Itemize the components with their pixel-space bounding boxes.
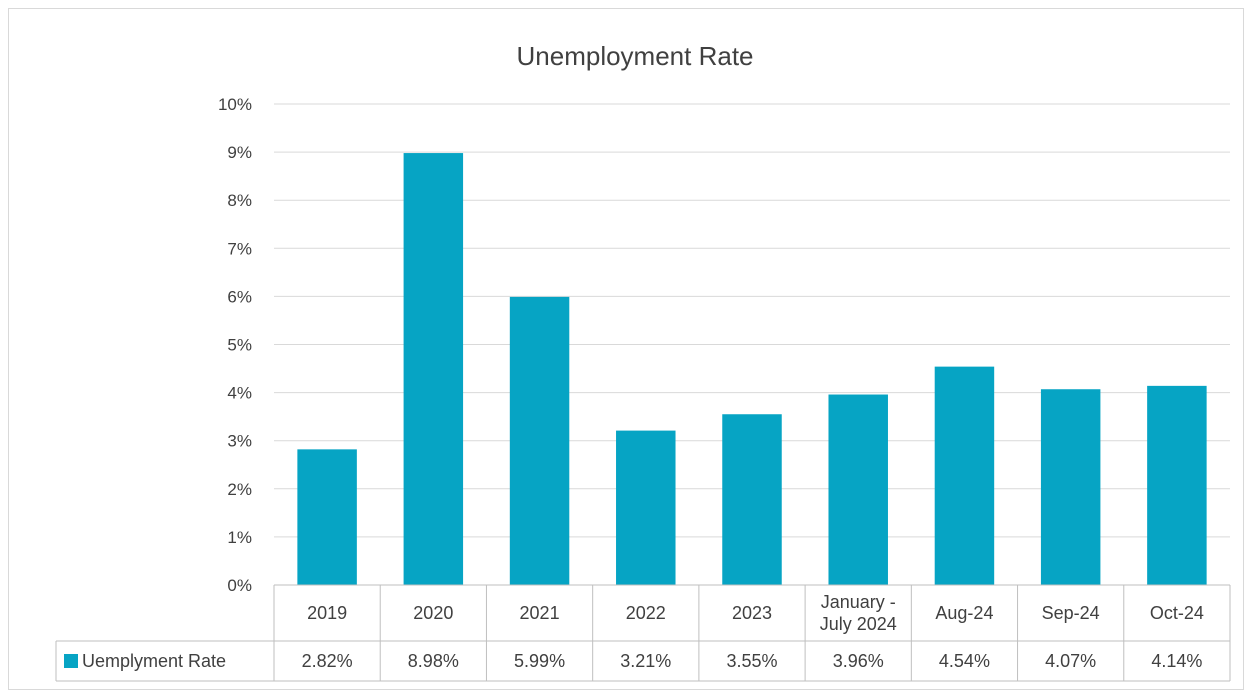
x-tick-label: 2022 xyxy=(626,603,666,623)
data-value-label: 3.55% xyxy=(726,651,777,671)
y-tick-label: 9% xyxy=(227,143,252,162)
x-tick-label: 2023 xyxy=(732,603,772,623)
y-axis-ticks: 0% 1% 2% 3% 4% 5% 6% 7% 8% 9% 10% xyxy=(218,95,252,595)
x-tick-label: Aug-24 xyxy=(935,603,993,623)
y-tick-label: 8% xyxy=(227,191,252,210)
data-value-label: 2.82% xyxy=(302,651,353,671)
y-tick-label: 1% xyxy=(227,528,252,547)
y-tick-label: 10% xyxy=(218,95,252,114)
y-tick-label: 2% xyxy=(227,480,252,499)
x-tick-label: 2021 xyxy=(520,603,560,623)
bar xyxy=(1147,385,1207,585)
x-tick-label: Sep-24 xyxy=(1042,603,1100,623)
data-value-label: 3.21% xyxy=(620,651,671,671)
bar xyxy=(934,366,995,585)
data-value-label: 8.98% xyxy=(408,651,459,671)
x-tick-label: 2019 xyxy=(307,603,347,623)
bar xyxy=(1040,389,1101,585)
x-tick-label: Oct-24 xyxy=(1150,603,1204,623)
data-value-label: 4.54% xyxy=(939,651,990,671)
bar xyxy=(403,153,464,585)
legend-label: Uemplyment Rate xyxy=(82,651,226,671)
unemployment-chart: Unemployment Rate 0% 1% 2% 3% 4% 5% 6% 7% 8% 9% 10… xyxy=(55,41,1231,682)
bar xyxy=(722,414,782,585)
bar xyxy=(509,296,570,585)
chart-title: Unemployment Rate xyxy=(517,41,754,71)
data-table: 2019 2020 2021 2022 2023 January -July 2024 Au… xyxy=(55,584,1231,682)
y-tick-label: 0% xyxy=(227,576,252,595)
data-value-label: 4.14% xyxy=(1151,651,1202,671)
bars xyxy=(297,153,1207,585)
x-tick-label: 2020 xyxy=(413,603,453,623)
bar xyxy=(828,394,888,585)
y-tick-label: 4% xyxy=(227,384,252,403)
legend-swatch xyxy=(64,654,78,668)
y-tick-label: 3% xyxy=(227,432,252,451)
bar xyxy=(616,430,676,585)
data-value-label: 5.99% xyxy=(514,651,565,671)
y-tick-label: 6% xyxy=(227,287,252,306)
y-tick-label: 5% xyxy=(227,336,252,355)
x-tick-label: January - xyxy=(821,592,896,612)
data-value-label: 3.96% xyxy=(833,651,884,671)
x-tick-label: July 2024 xyxy=(820,614,897,634)
y-tick-label: 7% xyxy=(227,239,252,258)
bar xyxy=(297,449,357,585)
chart-frame: Unemployment Rate 0% 1% 2% 3% 4% 5% 6% 7% 8% 9% 10… xyxy=(8,8,1244,690)
data-value-label: 4.07% xyxy=(1045,651,1096,671)
